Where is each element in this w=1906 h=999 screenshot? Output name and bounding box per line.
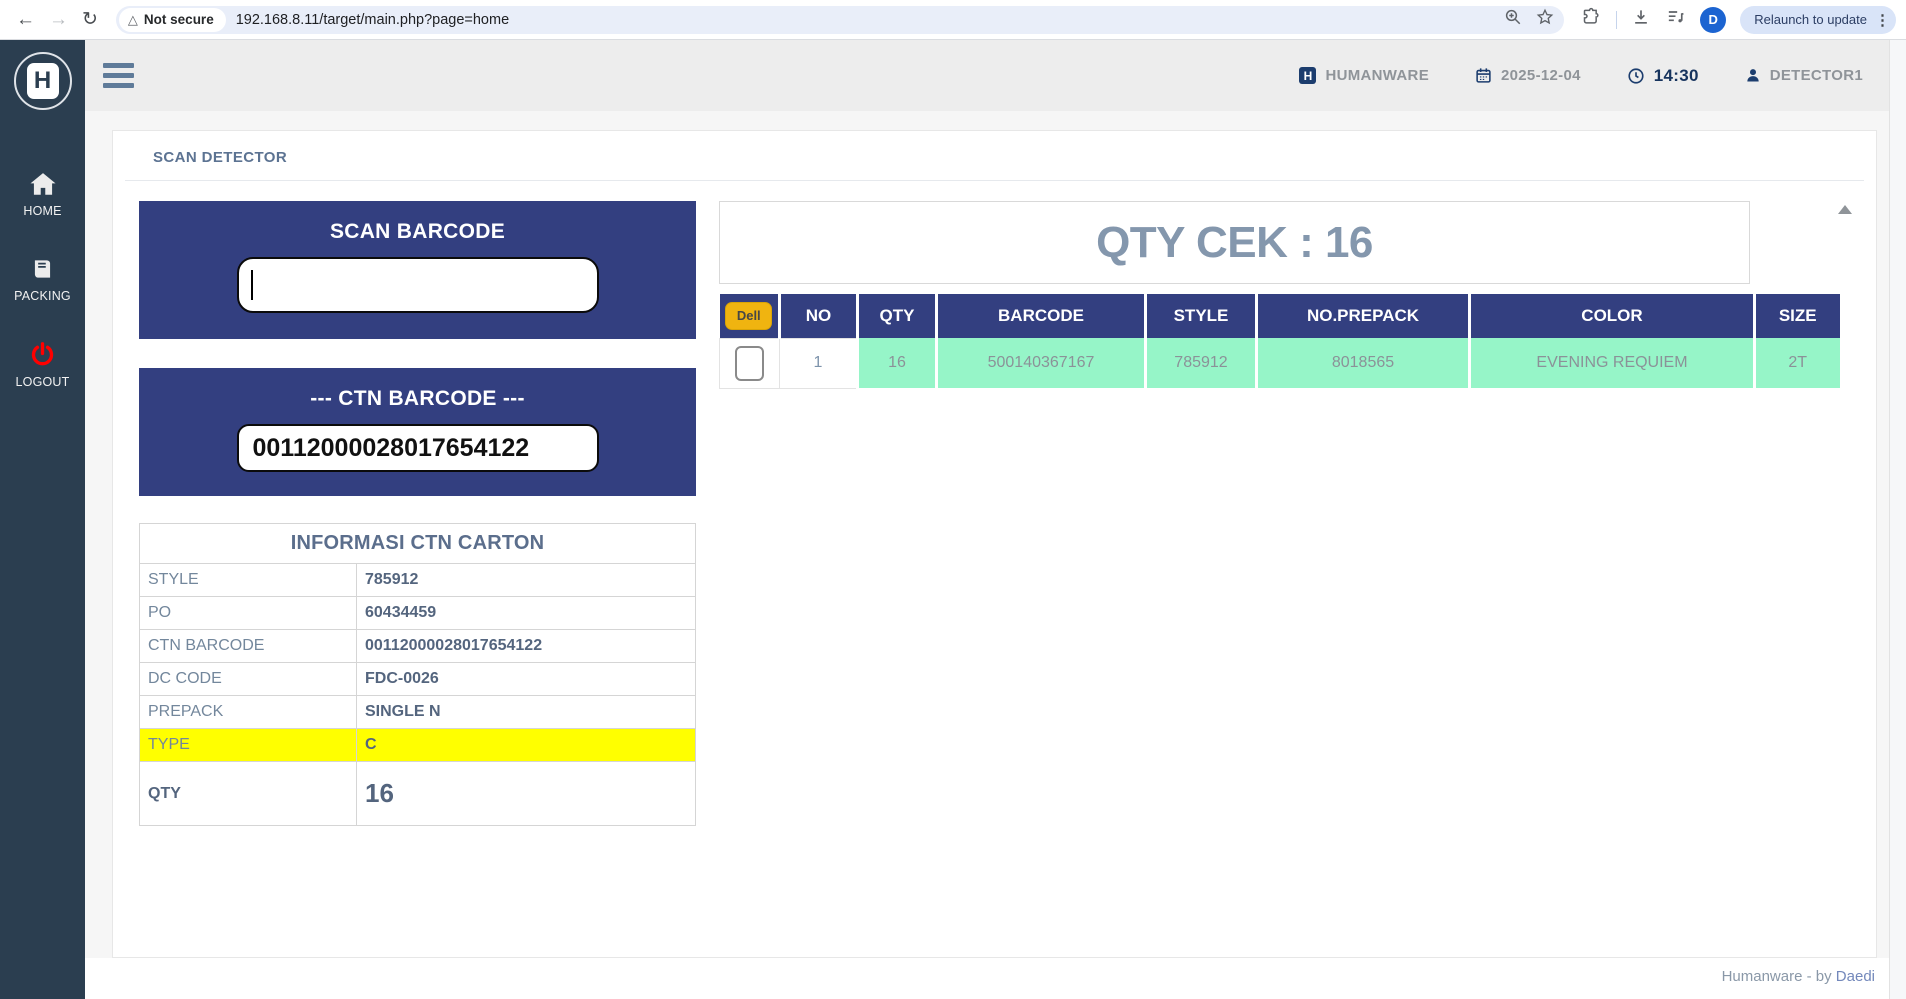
logo-letter: H: [26, 63, 59, 99]
sidebar-item-label: HOME: [23, 204, 62, 218]
home-icon: [30, 173, 55, 195]
app-header: H HUMANWARE 2025-12-04 14:30: [85, 40, 1889, 111]
power-icon: [31, 342, 54, 366]
cell-no-prepack: 8018565: [1255, 338, 1470, 388]
scan-barcode-panel: SCAN BARCODE: [139, 201, 696, 339]
table-row: 1 16 500140367167 785912 8018565 EVENING…: [719, 337, 1840, 389]
zoom-icon[interactable]: [1504, 8, 1522, 31]
col-barcode: BARCODE: [935, 294, 1146, 338]
url-text[interactable]: 192.168.8.11/target/main.php?page=home: [235, 11, 510, 28]
page-title: SCAN DETECTOR: [153, 149, 288, 166]
qty-check-header: QTY CEK : 16: [719, 201, 1750, 284]
page-scrollbar[interactable]: [1889, 40, 1906, 999]
address-bar[interactable]: △ Not secure 192.168.8.11/target/main.ph…: [115, 5, 1565, 34]
info-row-style: STYLE 785912: [139, 563, 696, 597]
cell-color: EVENING REQUIEM: [1468, 338, 1755, 388]
date-group: 2025-12-04: [1475, 67, 1581, 84]
username: DETECTOR1: [1769, 67, 1863, 84]
sidebar-item-packing[interactable]: PACKING: [14, 256, 71, 303]
col-no-prepack: NO.PREPACK: [1255, 294, 1470, 338]
info-row-ctn-barcode: CTN BARCODE 00112000028017654122: [139, 629, 696, 663]
reading-list-icon[interactable]: [1665, 7, 1686, 32]
dell-button[interactable]: Dell: [725, 301, 773, 330]
scan-barcode-input[interactable]: [236, 257, 599, 313]
qty-check-title: QTY CEK : 16: [1096, 217, 1373, 267]
reload-icon[interactable]: ↻: [82, 9, 98, 30]
browser-menu-icon[interactable]: ⋮: [1875, 11, 1890, 29]
brand-icon: H: [1299, 67, 1317, 84]
col-color: COLOR: [1468, 294, 1755, 338]
info-row-type: TYPE C: [139, 728, 696, 762]
info-row-prepack: PREPACK SINGLE N: [139, 695, 696, 729]
ctn-barcode-input[interactable]: [236, 424, 599, 472]
security-chip[interactable]: △ Not secure: [118, 7, 226, 32]
brand-name: HUMANWARE: [1325, 67, 1429, 84]
col-qty: QTY: [856, 294, 937, 338]
sidebar-item-logout[interactable]: LOGOUT: [16, 341, 70, 389]
security-label: Not secure: [143, 12, 214, 27]
cell-style: 785912: [1144, 338, 1257, 388]
scroll-up-icon[interactable]: [1838, 205, 1852, 214]
hamburger-menu-icon[interactable]: [103, 63, 134, 88]
ctn-barcode-panel: --- CTN BARCODE ---: [139, 368, 696, 496]
carton-info-table: INFORMASI CTN CARTON STYLE 785912 PO 604…: [139, 523, 696, 826]
sidebar: H HOME PACKING LOGOUT: [0, 40, 85, 999]
qty-check-table: Dell NO QTY BARCODE STYLE NO.PREPACK COL…: [719, 294, 1840, 389]
download-icon[interactable]: [1631, 7, 1651, 32]
app-logo[interactable]: H: [13, 52, 72, 110]
cell-barcode: 500140367167: [935, 338, 1146, 388]
book-icon: [34, 260, 51, 278]
col-style: STYLE: [1144, 294, 1257, 338]
extensions-icon[interactable]: [1582, 7, 1602, 32]
warning-icon: △: [127, 11, 138, 27]
qty-table-header-row: Dell NO QTY BARCODE STYLE NO.PREPACK COL…: [719, 294, 1840, 338]
scan-detector-card: SCAN DETECTOR SCAN BARCODE --- CTN BARCO…: [112, 130, 1877, 958]
user-icon: [1747, 69, 1759, 82]
cell-no: 1: [779, 337, 858, 389]
carton-info-title: INFORMASI CTN CARTON: [139, 523, 696, 564]
col-no: NO: [778, 294, 858, 338]
sidebar-item-label: PACKING: [14, 289, 71, 303]
footer: Humanware - by Daedi: [85, 958, 1889, 999]
app-window: H HOME PACKING LOGOUT: [0, 40, 1906, 999]
star-icon[interactable]: [1536, 8, 1554, 31]
footer-link[interactable]: Daedi: [1835, 968, 1875, 985]
dell-header-cell: Dell: [719, 294, 780, 338]
ctn-barcode-title: --- CTN BARCODE ---: [310, 387, 525, 410]
brand-group: H HUMANWARE: [1299, 67, 1429, 84]
cell-qty: 16: [856, 338, 937, 388]
main-content: SCAN DETECTOR SCAN BARCODE --- CTN BARCO…: [85, 111, 1889, 958]
row-select-cell: [719, 337, 780, 389]
relaunch-label: Relaunch to update: [1754, 12, 1867, 27]
calendar-icon: [1476, 68, 1491, 83]
scan-barcode-title: SCAN BARCODE: [329, 220, 506, 243]
col-size: SIZE: [1753, 294, 1840, 338]
info-row-po: PO 60434459: [139, 596, 696, 630]
row-checkbox[interactable]: [735, 345, 764, 381]
sidebar-item-home[interactable]: HOME: [23, 172, 61, 218]
back-icon[interactable]: ←: [16, 9, 35, 30]
toolbar-divider: [1616, 10, 1618, 29]
current-date: 2025-12-04: [1501, 67, 1581, 84]
cell-size: 2T: [1753, 338, 1840, 388]
current-time: 14:30: [1653, 65, 1699, 85]
info-row-qty: QTY 16: [139, 761, 696, 826]
left-column: SCAN BARCODE --- CTN BARCODE --- INFORMA…: [139, 201, 696, 826]
clock-icon: [1628, 67, 1644, 84]
time-group: 14:30: [1627, 66, 1699, 86]
info-row-dc-code: DC CODE FDC-0026: [139, 662, 696, 696]
footer-credit: Humanware - by: [1721, 968, 1836, 985]
title-divider: [125, 180, 1864, 181]
forward-icon[interactable]: →: [49, 9, 68, 30]
user-group[interactable]: DETECTOR1: [1745, 67, 1863, 84]
qty-check-section: QTY CEK : 16 Dell NO QTY BARCODE: [719, 201, 1856, 946]
sidebar-item-label: LOGOUT: [15, 375, 70, 389]
text-caret: [250, 270, 253, 300]
browser-toolbar: ← → ↻ △ Not secure 192.168.8.11/target/m…: [0, 0, 1906, 40]
profile-avatar[interactable]: D: [1700, 6, 1727, 33]
relaunch-button[interactable]: Relaunch to update ⋮: [1740, 5, 1896, 34]
